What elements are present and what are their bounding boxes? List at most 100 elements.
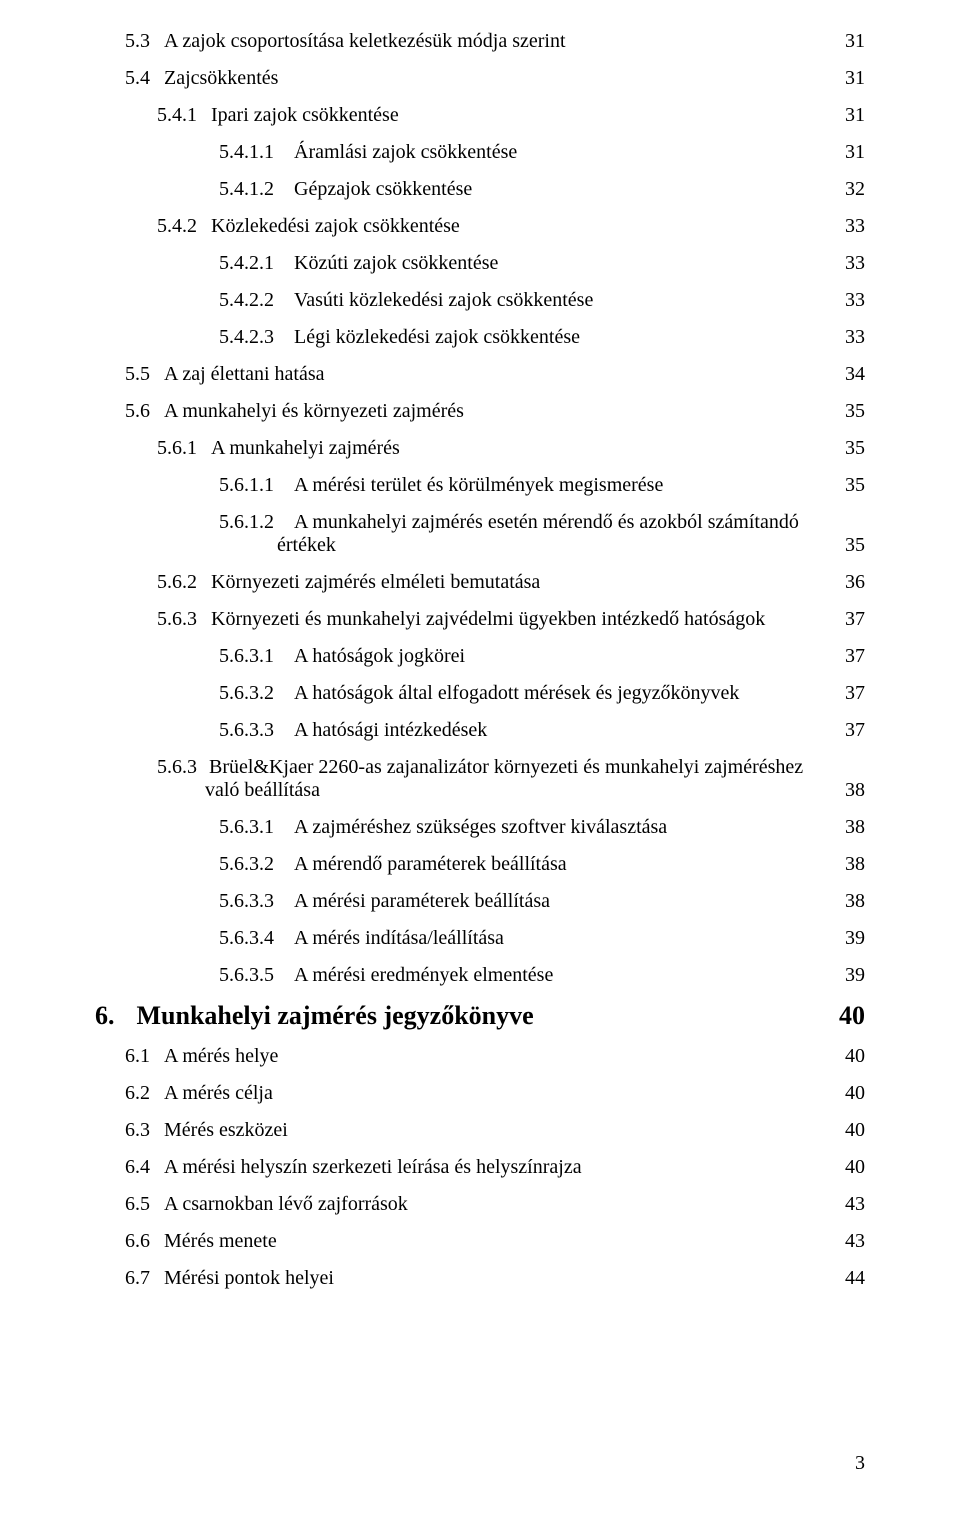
toc-page: 35 xyxy=(843,534,865,557)
toc-page: 38 xyxy=(843,816,865,839)
toc-page: 38 xyxy=(843,779,865,802)
toc-page: 35 xyxy=(843,474,865,497)
toc-entry: 6.Munkahelyi zajmérés jegyzőkönyve 40 xyxy=(95,1001,865,1031)
toc-title: A zajméréshez szükséges szoftver kiválas… xyxy=(294,816,667,839)
toc-number: 5.6.3.3 xyxy=(219,719,294,742)
toc-entry: 6.5A csarnokban lévő zajforrások43 xyxy=(125,1193,865,1216)
toc-title: A mérési paraméterek beállítása xyxy=(294,890,550,913)
toc-title: Ipari zajok csökkentése xyxy=(211,104,399,127)
toc-number: 6.3 xyxy=(125,1119,164,1142)
toc-entry: 6.7 Mérési pontok helyei44 xyxy=(125,1267,865,1290)
toc-page: 33 xyxy=(843,289,865,312)
toc-page: 40 xyxy=(837,1001,865,1031)
toc-title: Légi közlekedési zajok csökkentése xyxy=(294,326,580,349)
toc-title: Mérés menete xyxy=(164,1230,277,1253)
toc-number: 5.4.1.1 xyxy=(219,141,294,164)
toc-number: 5.6.3.2 xyxy=(219,853,294,876)
toc-page: 36 xyxy=(843,571,865,594)
toc-title: A hatósági intézkedések xyxy=(294,719,487,742)
toc-number: 5.4.1.2 xyxy=(219,178,294,201)
toc-title: Környezeti és munkahelyi zajvédelmi ügye… xyxy=(211,608,765,631)
toc-entry: 5.4.2.2Vasúti közlekedési zajok csökkent… xyxy=(219,289,865,312)
toc-title: A munkahelyi zajmérés esetén mérendő és … xyxy=(277,511,799,556)
toc-title: A zaj élettani hatása xyxy=(164,363,324,386)
toc-title: Munkahelyi zajmérés jegyzőkönyve xyxy=(137,1001,534,1031)
toc-number: 5.6.3 xyxy=(157,608,211,631)
toc-title: A munkahelyi és környezeti zajmérés xyxy=(164,400,464,423)
table-of-contents: 5.3A zajok csoportosítása keletkezésük m… xyxy=(95,30,865,1290)
toc-title: Gépzajok csökkentése xyxy=(294,178,472,201)
toc-page: 34 xyxy=(843,363,865,386)
toc-title: Mérés eszközei xyxy=(164,1119,288,1142)
toc-page: 31 xyxy=(843,30,865,53)
toc-page: 40 xyxy=(843,1156,865,1179)
toc-number: 6.7 xyxy=(125,1267,164,1290)
toc-number: 6. xyxy=(95,1001,137,1031)
toc-page: 33 xyxy=(843,215,865,238)
toc-entry: 5.6.3Brüel&Kjaer 2260-as zajanalizátor k… xyxy=(157,756,865,802)
toc-page: 32 xyxy=(843,178,865,201)
toc-title: Zajcsökkentés xyxy=(164,67,278,90)
toc-number: 5.4.2.3 xyxy=(219,326,294,349)
toc-title: A zajok csoportosítása keletkezésük módj… xyxy=(164,30,566,53)
toc-page: 31 xyxy=(843,67,865,90)
toc-number: 5.4.1 xyxy=(157,104,211,127)
toc-number: 5.6.3.3 xyxy=(219,890,294,913)
toc-entry: 5.4.2Közlekedési zajok csökkentése33 xyxy=(157,215,865,238)
toc-title: A mérés célja xyxy=(164,1082,273,1105)
toc-entry: 5.6.1.2A munkahelyi zajmérés esetén mére… xyxy=(219,511,865,557)
toc-entry: 6.6Mérés menete43 xyxy=(125,1230,865,1253)
toc-entry: 5.6.3.2A hatóságok által elfogadott méré… xyxy=(219,682,865,705)
toc-number: 5.6.3.1 xyxy=(219,816,294,839)
toc-page: 40 xyxy=(843,1082,865,1105)
toc-title: Közúti zajok csökkentése xyxy=(294,252,498,275)
toc-page: 38 xyxy=(843,853,865,876)
toc-number: 5.6.1.2 xyxy=(219,511,294,533)
toc-title: Brüel&Kjaer 2260-as zajanalizátor környe… xyxy=(205,756,803,801)
toc-title: A hatóságok által elfogadott mérések és … xyxy=(294,682,739,705)
toc-entry: 5.6.1.1A mérési terület és körülmények m… xyxy=(219,474,865,497)
toc-number: 5.4.2.2 xyxy=(219,289,294,312)
page-number: 3 xyxy=(855,1452,865,1475)
toc-title: A mérendő paraméterek beállítása xyxy=(294,853,567,876)
toc-entry: 5.6A munkahelyi és környezeti zajmérés35 xyxy=(125,400,865,423)
toc-title: A mérés helye xyxy=(164,1045,278,1068)
toc-title: A mérési terület és körülmények megismer… xyxy=(294,474,663,497)
toc-page: 44 xyxy=(843,1267,865,1290)
toc-entry: 5.4.2.3Légi közlekedési zajok csökkentés… xyxy=(219,326,865,349)
toc-number: 5.4.2.1 xyxy=(219,252,294,275)
toc-entry: 6.1A mérés helye40 xyxy=(125,1045,865,1068)
toc-entry: 5.3A zajok csoportosítása keletkezésük m… xyxy=(125,30,865,53)
toc-entry: 5.6.3Környezeti és munkahelyi zajvédelmi… xyxy=(157,608,865,631)
toc-page: 33 xyxy=(843,326,865,349)
toc-page: 37 xyxy=(843,608,865,631)
toc-number: 5.6.3.4 xyxy=(219,927,294,950)
toc-entry: 5.6.3.1A zajméréshez szükséges szoftver … xyxy=(219,816,865,839)
toc-page: 35 xyxy=(843,400,865,423)
toc-entry: 5.4Zajcsökkentés31 xyxy=(125,67,865,90)
toc-title: Környezeti zajmérés elméleti bemutatása xyxy=(211,571,540,594)
toc-entry: 5.6.3.2A mérendő paraméterek beállítása 3… xyxy=(219,853,865,876)
toc-page: 39 xyxy=(843,927,865,950)
toc-entry: 5.6.3.1A hatóságok jogkörei37 xyxy=(219,645,865,668)
toc-number: 6.2 xyxy=(125,1082,164,1105)
toc-page: 40 xyxy=(843,1045,865,1068)
toc-page: 38 xyxy=(843,890,865,913)
toc-title: A mérési eredmények elmentése xyxy=(294,964,553,987)
toc-entry: 5.6.3.4A mérés indítása/leállítása 39 xyxy=(219,927,865,950)
toc-title: A mérési helyszín szerkezeti leírása és … xyxy=(164,1156,582,1179)
toc-page: 37 xyxy=(843,645,865,668)
toc-title: Közlekedési zajok csökkentése xyxy=(211,215,460,238)
toc-entry: 6.4A mérési helyszín szerkezeti leírása … xyxy=(125,1156,865,1179)
toc-number: 6.6 xyxy=(125,1230,164,1253)
toc-number: 5.6.3.1 xyxy=(219,645,294,668)
toc-title: A mérés indítása/leállítása xyxy=(294,927,504,950)
toc-page: 31 xyxy=(843,104,865,127)
toc-title: Áramlási zajok csökkentése xyxy=(294,141,517,164)
toc-number: 6.5 xyxy=(125,1193,164,1216)
toc-page: 39 xyxy=(843,964,865,987)
toc-number: 5.6.3 xyxy=(157,756,209,778)
toc-entry: 5.6.3.3 A hatósági intézkedések37 xyxy=(219,719,865,742)
toc-page: 40 xyxy=(843,1119,865,1142)
toc-entry: 5.5A zaj élettani hatása34 xyxy=(125,363,865,386)
